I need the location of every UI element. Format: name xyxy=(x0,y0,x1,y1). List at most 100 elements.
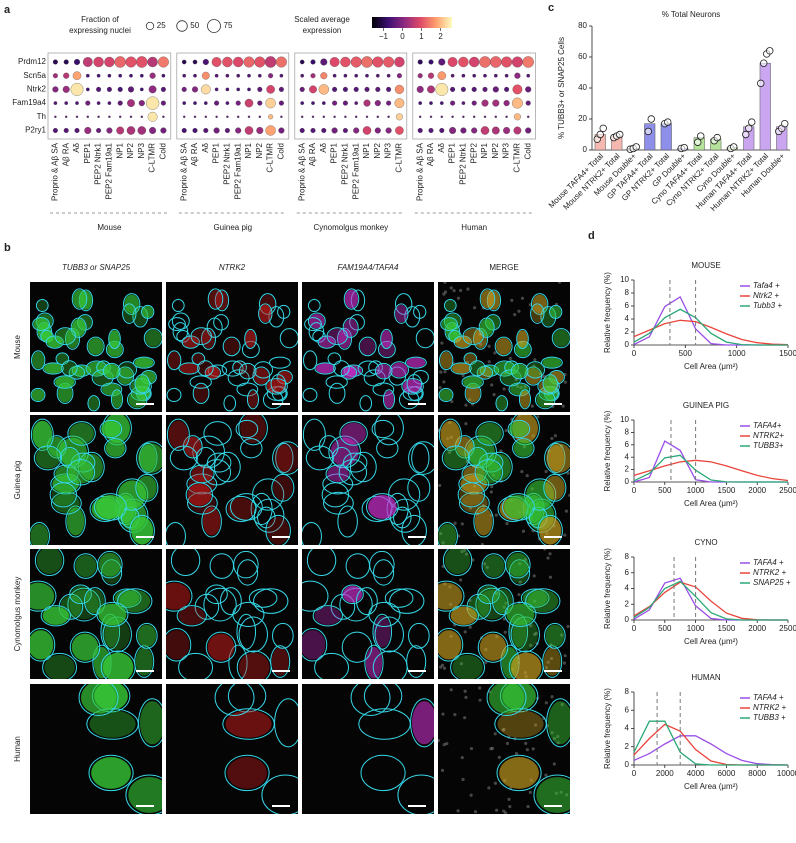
cell-type-label: Aβ RA xyxy=(61,142,70,166)
nucleus xyxy=(526,805,530,809)
dot xyxy=(149,126,157,135)
cell-outline xyxy=(530,303,545,324)
dot xyxy=(160,86,166,92)
row-label: Human xyxy=(13,736,22,762)
dot xyxy=(254,56,266,68)
nucleus xyxy=(443,370,447,374)
cell-signal xyxy=(227,497,255,521)
cell-outline xyxy=(271,473,295,502)
y-tick-label: 4 xyxy=(625,452,630,461)
dot xyxy=(64,115,68,119)
x-tick-label: 2500 xyxy=(779,624,796,633)
cell-signal xyxy=(192,353,205,364)
cell-signal xyxy=(402,379,423,394)
nucleus xyxy=(461,777,465,782)
dot xyxy=(107,73,112,78)
cell-signal xyxy=(506,552,529,577)
dot xyxy=(525,86,532,93)
cell-outline xyxy=(192,382,210,404)
dot xyxy=(147,111,158,122)
dot xyxy=(427,72,435,79)
data-point xyxy=(748,118,756,126)
dot xyxy=(300,115,304,119)
nucleus xyxy=(489,490,493,494)
cell-type-label: PEP1 xyxy=(83,142,92,163)
nucleus xyxy=(536,415,540,419)
cell-outline xyxy=(258,303,273,324)
cell-outline xyxy=(279,328,298,349)
micrograph xyxy=(302,549,434,679)
nucleus xyxy=(531,747,535,751)
nucleus xyxy=(453,713,457,717)
dot xyxy=(514,72,521,79)
cell-outline xyxy=(214,684,255,716)
x-tick-label: 1500 xyxy=(718,486,736,495)
dot xyxy=(136,56,148,68)
nucleus xyxy=(452,289,456,293)
dot xyxy=(504,86,510,92)
dot xyxy=(310,73,316,79)
dot xyxy=(182,73,187,78)
x-tick-label: 2000 xyxy=(748,624,766,633)
dot xyxy=(299,59,305,65)
data-point xyxy=(742,130,750,139)
cell-outline xyxy=(401,514,427,545)
cell-signal xyxy=(61,448,79,467)
nucleus xyxy=(493,781,498,785)
y-tick-label: 0 xyxy=(583,145,588,154)
cell-outline xyxy=(438,387,454,403)
dot xyxy=(139,87,144,92)
cell-signal xyxy=(550,306,562,318)
cell-signal xyxy=(499,757,539,789)
cell-outline xyxy=(508,650,544,679)
cell-signal xyxy=(536,777,570,813)
data-point xyxy=(664,118,672,126)
cell-outline xyxy=(138,698,162,748)
cell-signal xyxy=(168,420,189,449)
cell-outline xyxy=(371,419,395,439)
cell-signal xyxy=(75,554,97,578)
dot xyxy=(268,114,274,120)
cell-outline xyxy=(341,631,373,663)
cell-signal xyxy=(444,549,471,575)
cell-signal xyxy=(36,549,63,575)
cell-signal xyxy=(274,443,298,473)
cell-outline xyxy=(189,464,215,484)
dot xyxy=(193,73,197,78)
dot xyxy=(97,115,100,119)
cell-signal xyxy=(438,523,457,545)
dot xyxy=(417,59,423,65)
cell-type-label: Aβ RA xyxy=(190,142,199,166)
cell-signal xyxy=(134,357,154,368)
dot xyxy=(461,101,466,105)
x-tick-label: 1000 xyxy=(687,624,705,633)
dot xyxy=(53,101,58,105)
x-axis-label: Cell Area (μm²) xyxy=(684,782,738,791)
cell-signal xyxy=(112,390,122,408)
nucleus xyxy=(505,522,509,526)
dot xyxy=(386,73,391,78)
dot xyxy=(331,127,338,134)
nucleus xyxy=(549,656,554,661)
dot xyxy=(483,115,487,119)
cell-outline xyxy=(232,601,265,627)
cell-outline xyxy=(88,754,134,792)
cell-outline xyxy=(265,378,288,395)
nucleus xyxy=(501,728,505,732)
color-legend-title: expression xyxy=(303,26,342,35)
micrograph-bg xyxy=(166,684,298,814)
cell-signal xyxy=(202,507,221,536)
cell-outline xyxy=(512,438,535,459)
cell-signal xyxy=(166,582,191,610)
nucleus xyxy=(521,529,526,533)
nucleus xyxy=(456,296,461,300)
micrograph xyxy=(302,684,434,814)
legend-label: SNAP25 + xyxy=(753,578,791,587)
dot xyxy=(310,59,316,65)
nucleus xyxy=(448,450,452,454)
nucleus xyxy=(463,549,467,552)
cell-signal xyxy=(496,396,507,411)
cell-outline xyxy=(474,459,504,486)
dot xyxy=(160,100,166,106)
cell-outline xyxy=(491,587,514,616)
